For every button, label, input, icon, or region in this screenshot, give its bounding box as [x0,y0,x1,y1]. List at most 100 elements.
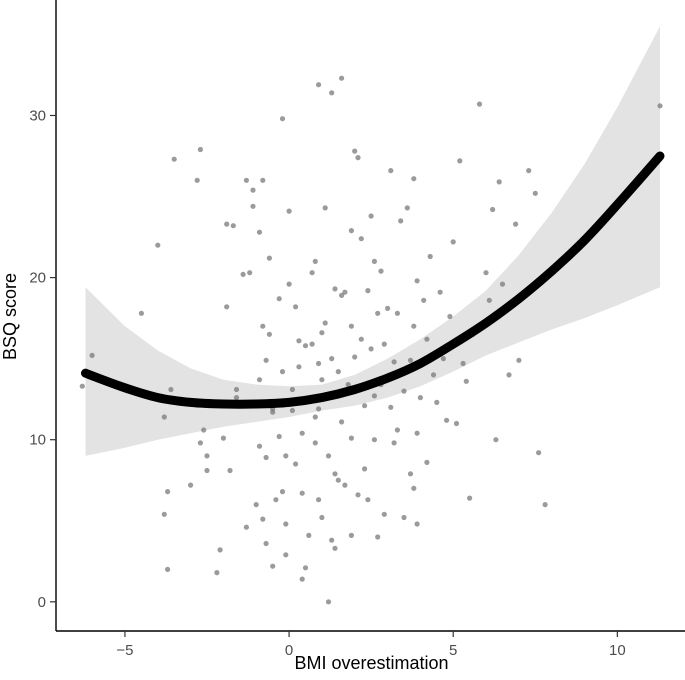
data-point [306,532,312,539]
data-point [279,369,286,375]
y-axis-ticks: 0 10 20 30 [29,107,56,611]
data-point [417,395,423,401]
data-point [375,310,381,316]
data-point [348,323,354,329]
data-point [513,221,519,227]
data-point [358,236,364,242]
data-point [414,278,420,284]
data-point [355,492,361,498]
data-point [293,461,299,467]
data-point [171,156,177,162]
data-point [453,420,460,427]
data-point [444,417,450,423]
data-point [220,435,226,441]
data-point [312,258,318,264]
data-point [404,205,410,211]
data-point [165,489,171,495]
data-point [424,459,430,465]
x-tick-label: 0 [285,642,293,659]
data-point [348,228,354,234]
data-point [253,502,259,508]
data-point [266,255,272,261]
y-tick-label: 10 [29,432,46,449]
data-point [204,453,210,459]
data-point [263,454,269,461]
data-point [204,467,210,474]
fit-line [81,151,665,409]
data-point [197,146,203,153]
data-point [476,101,483,107]
data-point [260,323,266,329]
x-tick-label: −5 [116,642,133,659]
x-axis-title: BMI overestimation [294,653,448,673]
data-point [250,187,256,193]
data-point [194,177,200,183]
x-tick-label: 10 [609,642,626,659]
data-point [486,297,492,303]
data-point [342,482,348,488]
data-point [536,450,542,456]
data-point [247,270,253,276]
data-point [401,388,407,394]
y-tick-label: 0 [38,594,46,611]
data-point [407,471,414,477]
data-point [302,343,309,349]
data-point [260,177,266,183]
data-point [339,292,345,298]
data-point [526,168,532,174]
data-point [657,103,663,109]
data-point [263,540,269,547]
data-point [283,521,289,527]
scatter-points [79,75,663,605]
data-point [339,75,345,81]
data-point [240,271,246,277]
data-point [365,497,371,503]
data-point [299,430,305,436]
data-point [302,565,309,571]
data-point [411,485,417,491]
data-point [371,258,377,264]
data-point [312,440,318,446]
data-point [411,176,417,182]
data-point [394,310,400,316]
data-point [319,377,325,383]
data-point [224,221,230,227]
data-point [388,404,394,410]
data-point [362,403,368,409]
data-point [299,490,305,496]
data-point [188,482,194,488]
data-point [325,453,332,459]
data-point [322,320,328,326]
data-point [342,289,348,295]
data-point [322,205,328,211]
data-point [463,378,469,384]
data-point [283,552,289,558]
data-point [79,383,85,389]
data-point [388,168,394,174]
data-point [414,430,420,436]
data-point [362,466,368,472]
data-point [270,409,276,415]
data-point [332,286,338,292]
data-point [197,440,203,446]
data-point [283,453,289,459]
data-point [309,270,315,276]
data-point [457,158,463,164]
data-point [516,357,522,363]
data-point [365,288,371,294]
data-point [230,223,236,229]
data-point [434,399,440,405]
data-point [467,495,473,501]
data-point [316,406,322,412]
data-point [339,419,345,425]
data-point [329,537,335,543]
data-point [371,393,377,399]
data-point [329,90,335,96]
y-tick-label: 20 [29,270,46,287]
data-point [161,511,167,517]
data-point [391,440,397,446]
data-point [316,497,322,503]
data-point [316,360,322,367]
data-point [279,489,286,495]
